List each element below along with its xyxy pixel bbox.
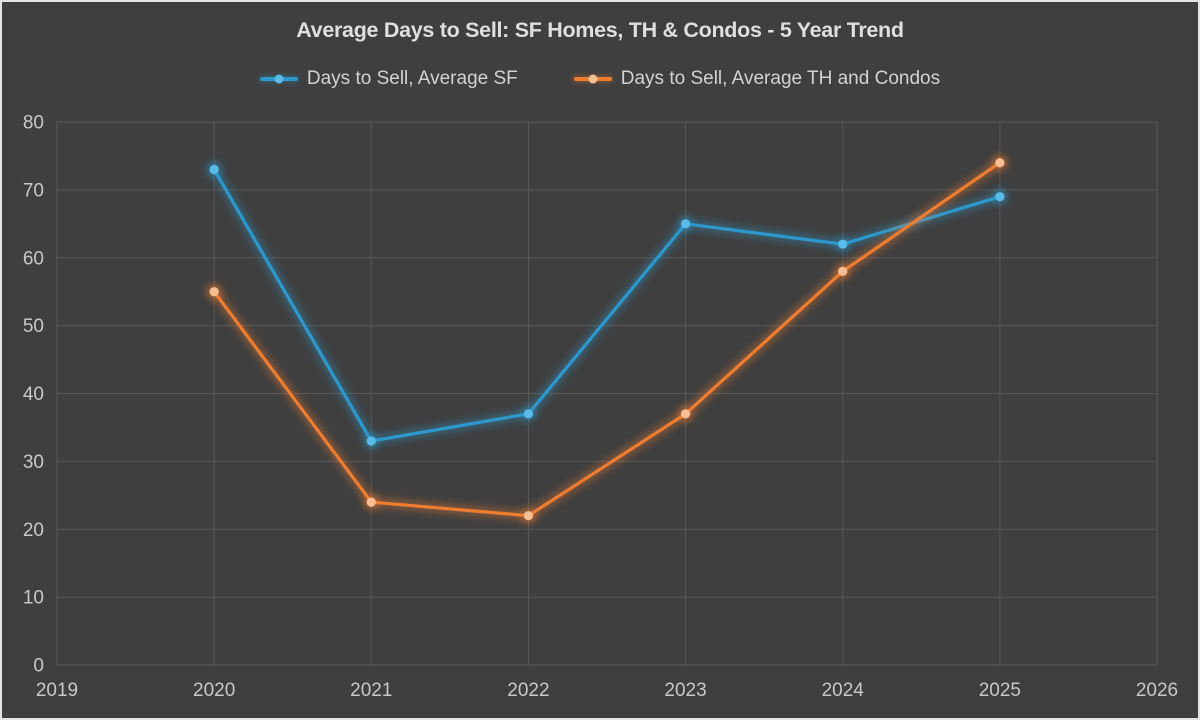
data-point-marker xyxy=(838,266,848,276)
chart-legend: Days to Sell, Average SF Days to Sell, A… xyxy=(2,66,1198,92)
y-tick-label: 0 xyxy=(33,656,44,677)
series-line xyxy=(212,161,1002,518)
x-tick-label: 2021 xyxy=(350,680,392,701)
legend-line-marker-icon xyxy=(573,74,612,84)
x-tick-label: 2026 xyxy=(1136,680,1178,701)
legend-label-sf: Days to Sell, Average SF xyxy=(306,68,518,89)
series-line-glow xyxy=(209,165,1005,446)
data-point-marker xyxy=(366,497,376,507)
y-tick-label: 80 xyxy=(23,113,44,134)
legend-item-th-condos: Days to Sell, Average TH and Condos xyxy=(573,68,941,90)
y-tick-label: 60 xyxy=(23,248,44,269)
y-tick-label: 30 xyxy=(23,452,44,473)
y-tick-label: 20 xyxy=(23,520,44,541)
series-line xyxy=(212,167,1002,443)
data-point-marker xyxy=(523,511,534,521)
y-tick-label: 70 xyxy=(23,180,44,201)
data-point-marker xyxy=(209,164,219,175)
series-line-glow xyxy=(209,158,1005,521)
data-point-marker xyxy=(838,239,848,249)
data-point-marker xyxy=(523,409,534,419)
legend-label-th-condos: Days to Sell, Average TH and Condos xyxy=(620,68,941,89)
y-tick-label: 50 xyxy=(23,316,44,337)
data-point-marker xyxy=(366,436,376,446)
x-tick-label: 2022 xyxy=(507,680,549,701)
x-tick-label: 2025 xyxy=(979,680,1021,701)
data-point-marker xyxy=(680,219,691,229)
y-tick-label: 10 xyxy=(23,588,44,609)
data-point-marker xyxy=(209,287,219,297)
x-tick-label: 2024 xyxy=(822,680,865,701)
y-tick-label: 40 xyxy=(23,384,44,405)
x-tick-label: 2019 xyxy=(36,680,78,701)
chart-title: Average Days to Sell: SF Homes, TH & Con… xyxy=(296,18,904,42)
legend-line-marker-icon xyxy=(259,74,298,84)
x-tick-label: 2023 xyxy=(664,680,706,701)
data-point-marker xyxy=(995,192,1005,202)
legend-dot-icon xyxy=(274,74,284,84)
x-tick-label: 2020 xyxy=(193,680,235,701)
data-point-marker xyxy=(995,158,1005,168)
legend-dot-icon xyxy=(588,74,598,84)
legend-item-sf: Days to Sell, Average SF xyxy=(259,68,518,90)
data-point-marker xyxy=(680,409,691,419)
